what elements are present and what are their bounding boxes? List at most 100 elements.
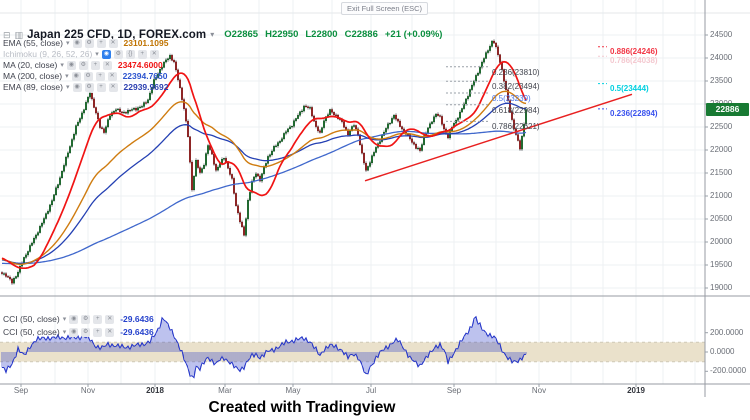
price-tick: 19500 <box>710 260 733 269</box>
time-tick: 2018 <box>146 386 164 395</box>
price-tick: 19000 <box>710 283 733 292</box>
indicator-row: EMA (89, close) ▾ ◉ ⚙ + ✕ 22939.9692 <box>3 82 168 92</box>
time-tick: Sep <box>13 386 29 395</box>
plus-icon[interactable]: + <box>137 49 147 59</box>
gear-icon[interactable]: ⚙ <box>84 82 94 92</box>
cci-tick: 200.0000 <box>710 327 744 337</box>
eye-icon[interactable]: ◉ <box>71 71 81 81</box>
cci-plot <box>1 315 527 379</box>
cci-tick: 0.0000 <box>710 347 735 356</box>
ma-200-line <box>2 130 527 265</box>
close-icon[interactable]: ✕ <box>108 82 118 92</box>
plus-icon[interactable]: + <box>93 314 103 324</box>
indicator-dropdown-caret[interactable]: ▾ <box>66 84 70 91</box>
time-tick: Nov <box>531 386 547 395</box>
fib-retracement-label[interactable]: 0.786(22621) <box>492 122 540 132</box>
fib-extension-label[interactable]: 0.886(24246) <box>610 46 658 56</box>
eye-icon[interactable]: ◉ <box>66 60 76 70</box>
indicator-label[interactable]: Ichimoku (9, 26, 52, 26) <box>3 49 93 59</box>
indicator-label[interactable]: CCI (50, close) <box>3 327 60 337</box>
indicator-label[interactable]: MA (20, close) <box>3 60 58 70</box>
indicator-value: 22939.9692 <box>123 82 169 92</box>
exit-fullscreen-button[interactable]: Exit Full Screen (ESC) <box>341 2 429 15</box>
gear-icon[interactable]: ⚙ <box>83 71 93 81</box>
gear-icon[interactable]: ⚙ <box>81 327 91 337</box>
indicator-dropdown-caret[interactable]: ▾ <box>62 316 67 323</box>
time-tick: Nov <box>80 386 96 395</box>
indicator-value: 22394.7650 <box>122 71 168 81</box>
indicator-label[interactable]: MA (200, close) <box>3 71 63 81</box>
indicator-value: -29.6436 <box>120 327 154 337</box>
fib-extension-label[interactable]: 0.236(22894) <box>610 108 658 118</box>
plus-icon[interactable]: + <box>95 71 105 81</box>
ohlc-segment: +21 (+0.09%) <box>384 29 443 40</box>
fib-extension-label[interactable]: 0.5(23444) <box>610 83 649 93</box>
eye-icon[interactable]: ◉ <box>69 314 79 324</box>
indicator-dropdown-caret[interactable]: ▾ <box>65 73 69 80</box>
close-icon[interactable]: ✕ <box>105 327 115 337</box>
symbol-title[interactable]: Japan 225 CFD, 1D, FOREX.com <box>27 28 207 41</box>
close-icon[interactable]: ✕ <box>102 60 112 70</box>
price-tick: 21500 <box>710 168 733 177</box>
indicator-row: MA (20, close) ▾ ◉ ⚙ + ✕ 23474.6000 <box>3 60 163 70</box>
cci-tick: -200.0000 <box>710 366 747 376</box>
ema-89-line <box>1 102 526 264</box>
close-icon[interactable]: ✕ <box>149 49 159 59</box>
eye-icon[interactable]: ◉ <box>72 38 82 48</box>
indicator-dropdown-caret[interactable]: ▾ <box>66 40 70 47</box>
close-icon[interactable]: ✕ <box>108 38 118 48</box>
indicator-value: 23474.6000 <box>117 60 163 70</box>
time-tick: Mar <box>218 386 232 395</box>
indicator-dropdown-caret[interactable]: ▾ <box>62 329 67 336</box>
indicator-value: -29.6436 <box>120 314 154 324</box>
indicator-value: 23101.1095 <box>123 38 169 48</box>
price-tick: 24000 <box>710 53 733 62</box>
plus-icon[interactable]: + <box>96 82 106 92</box>
fib-retracement-label[interactable]: 0.382(23494) <box>492 82 540 92</box>
close-icon[interactable]: ✕ <box>105 314 115 324</box>
time-tick: Sep <box>446 386 462 395</box>
gear-icon[interactable]: ⚙ <box>113 49 123 59</box>
eye-icon[interactable]: ◉ <box>72 82 82 92</box>
fib-retracement-label[interactable]: 0.5(23239) <box>492 94 531 103</box>
fib-retracement-label[interactable]: 0.236(23810) <box>492 67 540 77</box>
trendline[interactable] <box>364 93 633 182</box>
source-icon[interactable]: {} <box>125 49 135 59</box>
ohlc-segment: H22950 <box>265 29 299 40</box>
indicator-row: CCI (50, close) ▾ ◉ ⚙ + ✕ -29.6436 <box>3 314 154 324</box>
symbol-title-row: ⊟ ▥ Japan 225 CFD, 1D, FOREX.com ▾ O2286… <box>3 28 442 41</box>
price-tick: 23500 <box>710 76 733 85</box>
close-icon[interactable]: ✕ <box>107 71 117 81</box>
price-tick: 24500 <box>710 30 733 39</box>
symbol-dropdown-caret[interactable]: ▾ <box>210 30 215 39</box>
ohlc-readout: O22865 H22950 L22800 C22886 +21 (+0.09%) <box>224 29 442 40</box>
indicator-label[interactable]: EMA (89, close) <box>3 82 63 92</box>
price-tick: 22000 <box>710 145 733 154</box>
indicator-dropdown-caret[interactable]: ▾ <box>60 62 64 69</box>
indicator-label[interactable]: EMA (55, close) <box>3 38 63 48</box>
plus-icon[interactable]: + <box>96 38 106 48</box>
plus-icon[interactable]: + <box>93 327 103 337</box>
indicator-row: Ichimoku (9, 26, 52, 26) ▾ ◉ ⚙{} + ✕ <box>3 49 159 59</box>
indicator-dropdown-caret[interactable]: ▾ <box>95 51 99 58</box>
last-price-badge: 22886 <box>706 103 749 116</box>
price-tick: 22500 <box>710 122 733 131</box>
time-tick: 2019 <box>627 386 645 395</box>
indicator-label[interactable]: CCI (50, close) <box>3 314 60 324</box>
plus-icon[interactable]: + <box>90 60 100 70</box>
collapse-pane-icon[interactable]: ⊟ <box>3 29 11 40</box>
ohlc-segment: L22800 <box>305 29 338 40</box>
gear-icon[interactable]: ⚙ <box>84 38 94 48</box>
credit-text: Created with Tradingview <box>208 399 396 416</box>
eye-icon[interactable]: ◉ <box>101 49 111 59</box>
fib-retracement-label[interactable]: 0.618(22984) <box>492 105 540 115</box>
eye-icon[interactable]: ◉ <box>69 327 79 337</box>
ema-55-line <box>1 90 527 265</box>
chart-style-icon[interactable]: ▥ <box>14 29 24 40</box>
gear-icon[interactable]: ⚙ <box>81 314 91 324</box>
time-tick: May <box>285 386 301 395</box>
gear-icon[interactable]: ⚙ <box>78 60 88 70</box>
fib-extension-label[interactable]: 0.786(24038) <box>610 56 658 66</box>
